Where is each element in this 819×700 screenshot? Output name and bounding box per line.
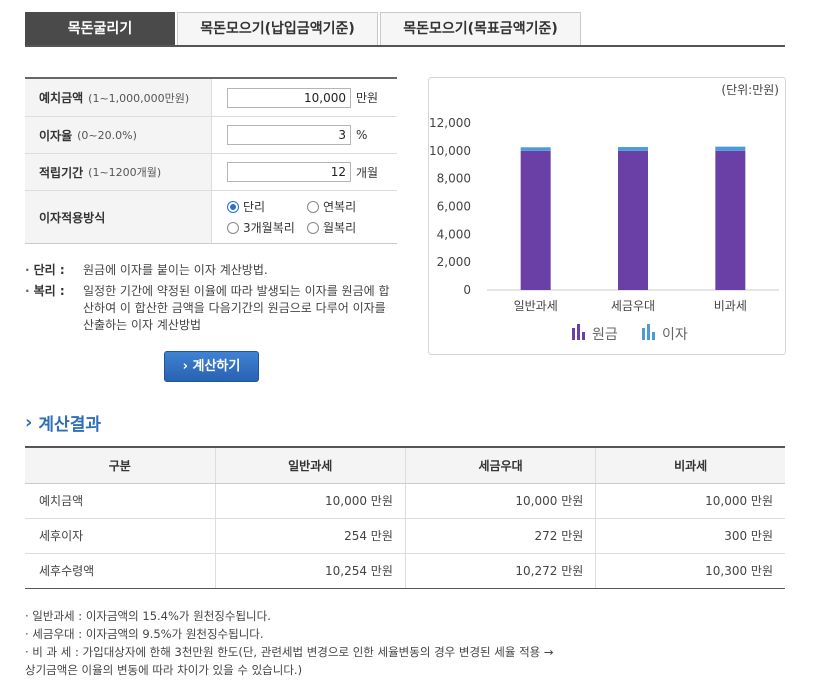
x-tick-label: 세금우대 <box>611 299 655 313</box>
table-cell: 10,254 만원 <box>214 553 406 589</box>
radio-monthly-compound[interactable]: 월복리 <box>307 219 387 236</box>
legend-icon-bar <box>647 324 650 340</box>
table-cell: 272 만원 <box>404 518 596 554</box>
bar-principal <box>715 150 746 290</box>
table-header-row: 구분 일반과세 세금우대 비과세 <box>25 447 785 484</box>
deposit-input[interactable] <box>227 87 351 108</box>
radio-unchecked-icon <box>227 221 239 234</box>
rate-unit: % <box>356 128 368 142</box>
table-cell: 세후수령액 <box>25 553 215 589</box>
bar-principal <box>618 150 648 290</box>
tab-bar: 목돈굴리기 목돈모으기(납입금액기준) 목돈모으기(목표금액기준) <box>25 12 785 47</box>
method-row: 이자적용방식 단리 연복리 3개월복리 월복리 <box>25 191 397 243</box>
result-title: › 계산결과 <box>25 412 101 435</box>
definition-compound: 복리 : 일정한 기간에 약정된 이율에 따라 발생되는 이자를 원금에 합산하… <box>25 283 397 334</box>
bar-chart-svg: (단위:만원) 0 2,000 4,000 6,000 8,000 10,000 12,000… <box>429 83 779 343</box>
table-header: 비과세 <box>595 447 785 484</box>
calculate-button[interactable]: › 계산하기 <box>164 351 259 382</box>
tax-notes: · 일반과세 : 이자금액의 15.4%가 원천징수됩니다. · 세금우대 : … <box>25 607 785 679</box>
radio-quarterly-compound[interactable]: 3개월복리 <box>227 219 307 236</box>
table-row: 세후이자 254 만원 272 만원 300 만원 <box>25 518 785 554</box>
y-tick-label: 2,000 <box>437 255 471 269</box>
period-unit: 개월 <box>356 165 379 180</box>
chevron-right-icon: › <box>25 412 33 433</box>
legend-icon-bar <box>572 328 575 340</box>
table-cell: 10,000 만원 <box>214 483 406 519</box>
table-row: 예치금액 10,000 만원 10,000 만원 10,000 만원 <box>25 483 785 519</box>
y-tick-label: 12,000 <box>429 116 471 130</box>
radio-unchecked-icon <box>307 221 319 234</box>
note-tax-free-cont: 상기금액은 이율의 변동에 따라 차이가 있을 수 있습니다.) <box>25 663 303 677</box>
table-cell: 10,272 만원 <box>404 553 596 589</box>
table-row: 세후수령액 10,254 만원 10,272 만원 10,300 만원 <box>25 553 785 589</box>
x-tick-label: 비과세 <box>714 299 747 313</box>
rate-input[interactable] <box>227 125 351 145</box>
table-cell: 254 만원 <box>214 518 406 554</box>
legend-principal: 원금 <box>592 327 618 343</box>
deposit-unit: 만원 <box>356 91 379 105</box>
rate-label: 이자율 (0~20.0%) <box>25 117 212 153</box>
table-header: 구분 <box>25 447 215 484</box>
y-tick-label: 4,000 <box>437 227 471 241</box>
y-tick-label: 0 <box>463 283 471 297</box>
legend-icon-bar <box>577 324 580 340</box>
note-preferential: · 세금우대 : 이자금액의 9.5%가 원천징수됩니다. <box>25 627 264 641</box>
radio-annual-compound[interactable]: 연복리 <box>307 198 387 215</box>
table-cell: 예치금액 <box>25 483 215 519</box>
definitions: 단리 : 원금에 이자를 붙이는 이자 계산방법. 복리 : 일정한 기간에 약… <box>25 262 397 338</box>
period-input[interactable] <box>227 162 351 182</box>
tab-lump-sum-investment[interactable]: 목돈굴리기 <box>25 12 175 45</box>
deposit-row: 예치금액 (1~1,000,000만원) 만원 <box>25 79 397 117</box>
result-table: 구분 일반과세 세금우대 비과세 예치금액 10,000 만원 10,000 만… <box>25 446 785 589</box>
table-header: 일반과세 <box>214 447 406 484</box>
radio-checked-icon <box>227 200 239 213</box>
radio-simple[interactable]: 단리 <box>227 198 307 215</box>
legend-icon-bar <box>652 332 655 340</box>
period-row: 적립기간 (1~1200개월) 개월 <box>25 154 397 191</box>
radio-unchecked-icon <box>307 200 319 213</box>
y-tick-label: 6,000 <box>437 200 471 214</box>
bar-interest <box>618 147 648 151</box>
tab-savings-by-target[interactable]: 목돈모으기(목표금액기준) <box>380 12 581 45</box>
period-label: 적립기간 (1~1200개월) <box>25 154 212 190</box>
chevron-right-icon: › <box>182 359 188 374</box>
bar-interest <box>715 146 746 151</box>
legend-icon-bar <box>642 328 645 340</box>
definition-simple: 단리 : 원금에 이자를 붙이는 이자 계산방법. <box>25 262 397 279</box>
input-form: 예치금액 (1~1,000,000만원) 만원 이자율 (0~20.0%) % … <box>25 77 397 244</box>
tab-savings-by-payment[interactable]: 목돈모으기(납입금액기준) <box>177 12 378 45</box>
bar-principal <box>520 150 551 290</box>
result-chart: (단위:만원) 0 2,000 4,000 6,000 8,000 10,000 12,000… <box>428 77 786 355</box>
legend-icon-bar <box>582 332 585 340</box>
table-cell: 10,300 만원 <box>595 553 785 589</box>
method-label: 이자적용방식 <box>25 191 212 243</box>
interest-method-radios: 단리 연복리 3개월복리 월복리 <box>227 198 387 236</box>
table-cell: 10,000 만원 <box>595 483 785 519</box>
note-tax-free: · 비 과 세 : 가입대상자에 한해 3천만원 한도(단, 관련세법 변경으로… <box>25 645 554 659</box>
legend-interest: 이자 <box>662 327 688 343</box>
note-general: · 일반과세 : 이자금액의 15.4%가 원천징수됩니다. <box>25 609 271 623</box>
table-cell: 10,000 만원 <box>404 483 596 519</box>
chart-unit-label: (단위:만원) <box>721 83 779 97</box>
table-cell: 세후이자 <box>25 518 215 554</box>
y-tick-label: 8,000 <box>437 172 471 186</box>
bar-interest <box>520 147 551 151</box>
y-tick-label: 10,000 <box>429 144 471 158</box>
rate-row: 이자율 (0~20.0%) % <box>25 117 397 154</box>
table-cell: 300 만원 <box>595 518 785 554</box>
x-tick-label: 일반과세 <box>514 299 558 313</box>
deposit-label: 예치금액 (1~1,000,000만원) <box>25 79 212 116</box>
table-header: 세금우대 <box>404 447 596 484</box>
